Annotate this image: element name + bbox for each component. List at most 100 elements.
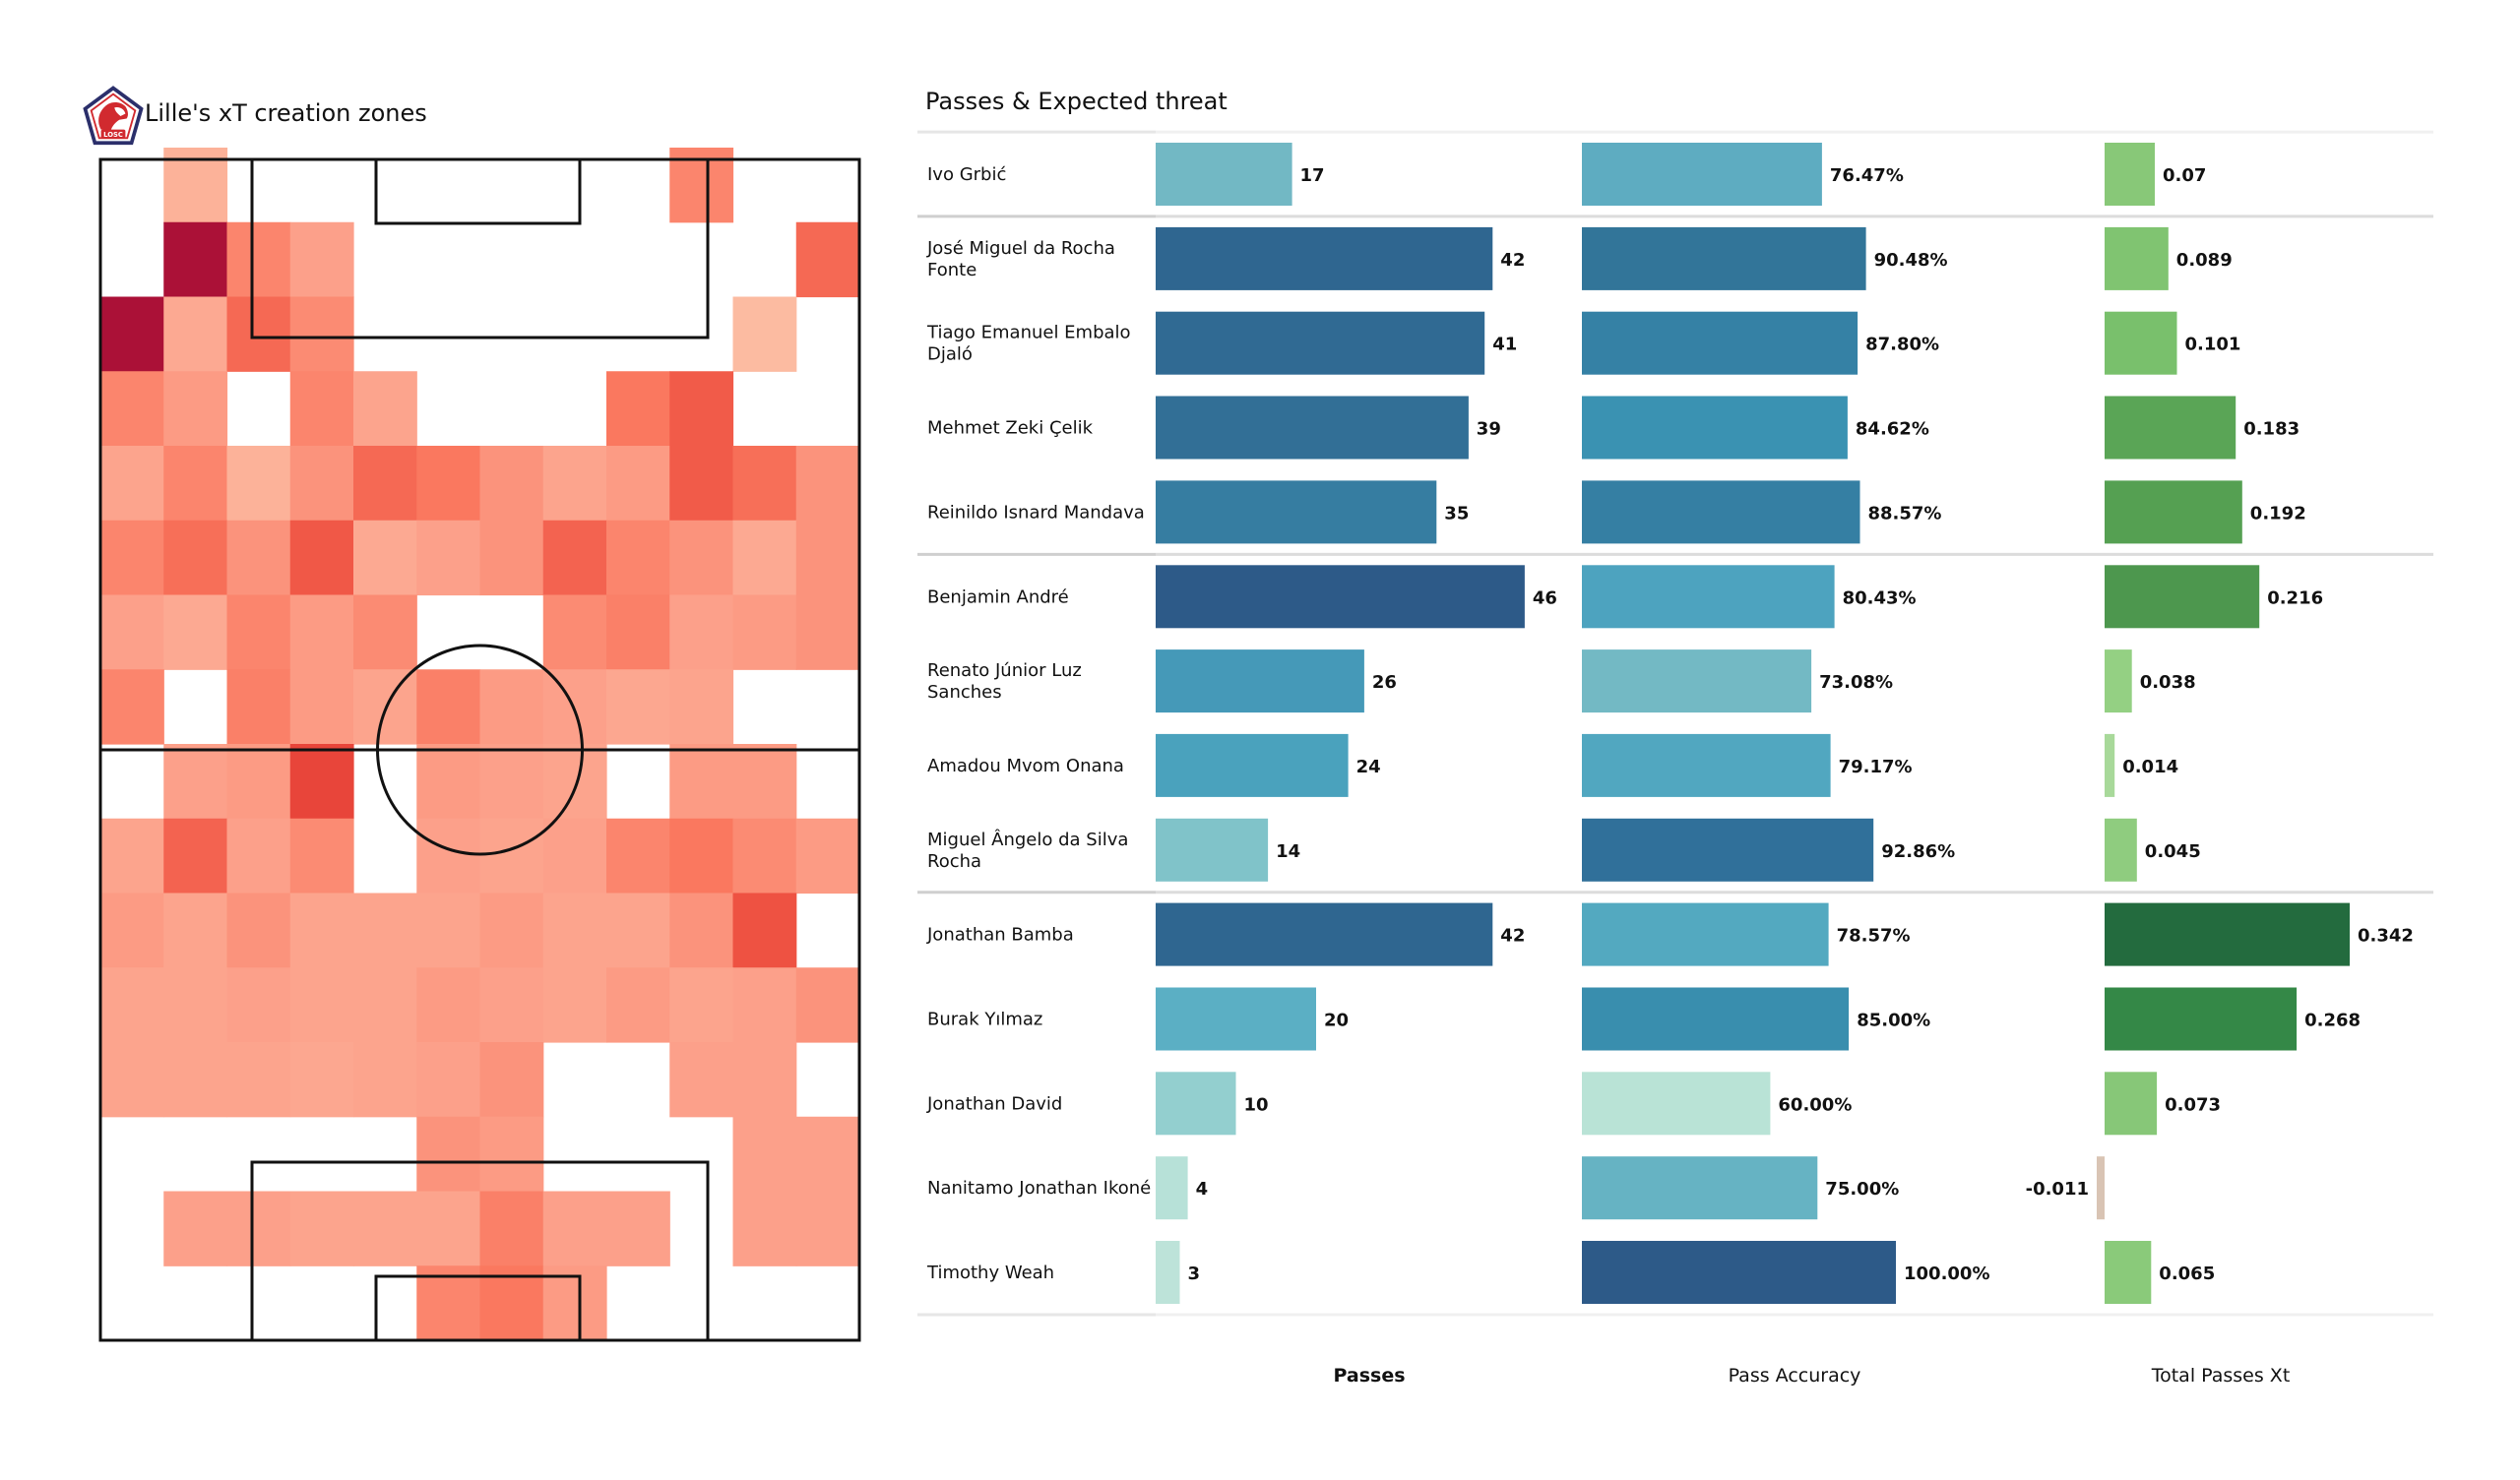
heatmap-cell-r14-c7 (542, 1191, 607, 1266)
heatmap-cell-r5-c0 (100, 520, 164, 596)
heatmap-cell-r14-c10 (732, 1191, 797, 1266)
heatmap-cell-r8-c7 (542, 744, 607, 820)
label-passes: 35 (1444, 503, 1469, 524)
player-names: Ivo Grbić José Miguel da Rocha Fonte Tiago … (926, 164, 1151, 1283)
heatmap-cell-r5-c9 (669, 520, 734, 596)
heatmap-cell-r7-c2 (226, 669, 291, 745)
label-xt: 0.045 (2145, 841, 2201, 862)
bar-accuracy (1582, 733, 1831, 797)
heatmap-cell-r11-c11 (795, 967, 860, 1043)
bar-accuracy (1582, 311, 1858, 375)
label-accuracy: 90.48% (1874, 250, 1948, 271)
series-total-passes-xt: 0.07 0.089 0.101 0.183 0.192 0.216 0.038 0.014 0… (2026, 143, 2414, 1304)
label-accuracy: 80.43% (1843, 587, 1917, 608)
label-xt: 0.014 (2122, 757, 2178, 777)
heatmap-cell-r10-c6 (479, 893, 544, 968)
heatmap-cell-r1-c3 (289, 221, 354, 298)
label-passes: 24 (1356, 757, 1381, 777)
label-accuracy: 60.00% (1778, 1094, 1852, 1115)
bar-xt (2105, 565, 2260, 629)
label-passes: 46 (1533, 587, 1557, 608)
bar-xt (2105, 649, 2132, 713)
heatmap-cell-r9-c11 (795, 818, 860, 894)
label-accuracy: 87.80% (1865, 335, 1939, 355)
heatmap-cell-r12-c4 (353, 1042, 417, 1118)
bar-passes (1156, 143, 1292, 206)
heatmap-cell-r7-c9 (669, 669, 734, 745)
bar-accuracy (1582, 143, 1822, 206)
heatmap-cell-r6-c8 (606, 594, 670, 670)
heatmap-cell-r5-c8 (606, 520, 670, 596)
label-xt: 0.065 (2159, 1264, 2215, 1284)
label-accuracy: 73.08% (1819, 672, 1893, 693)
heatmap-cell-r4-c0 (100, 446, 164, 522)
heatmap-cell-r10-c9 (669, 893, 734, 968)
player-name: Mehmet Zeki Çelik (927, 418, 1094, 439)
heatmap-cell-r9-c5 (416, 818, 481, 894)
heatmap-cell-r9-c9 (669, 818, 734, 894)
heatmap-cell-r9-c3 (289, 818, 354, 894)
label-passes: 41 (1492, 335, 1517, 355)
heatmap-cell-r14-c4 (353, 1191, 417, 1266)
bar-passes (1156, 733, 1349, 797)
bar-xt (2105, 902, 2350, 966)
bar-accuracy (1582, 396, 1848, 460)
crest-text: LOSC (103, 131, 123, 139)
player-name: Jonathan Bamba (926, 925, 1074, 946)
heatmap-cell-r10-c10 (732, 893, 797, 968)
heatmap-cell-r3-c9 (669, 371, 734, 447)
label-accuracy: 75.00% (1825, 1179, 1899, 1200)
heatmap-cell-r9-c2 (226, 818, 291, 894)
player-name: Amadou Mvom Onana (927, 756, 1124, 776)
heatmap-cell-r6-c1 (163, 594, 228, 670)
heatmap-cell-r4-c9 (669, 446, 734, 522)
heatmap-cell-r15-c6 (479, 1265, 544, 1341)
heatmap-cell-r6-c10 (732, 594, 797, 670)
bar-passes (1156, 226, 1493, 290)
heatmap-cell-r6-c7 (542, 594, 607, 670)
bar-accuracy (1582, 1072, 1771, 1136)
heatmap-cell-r7-c5 (416, 669, 481, 745)
heatmap-cell-r6-c9 (669, 594, 734, 670)
heatmap-cell-r10-c3 (289, 893, 354, 968)
heatmap-cell-r1-c2 (226, 221, 291, 298)
heatmap-cell-r10-c0 (100, 893, 164, 968)
crest-banner (100, 129, 126, 139)
row-separators (917, 130, 2433, 1317)
heatmap-cell-r3-c1 (163, 371, 228, 447)
bar-passes (1156, 565, 1525, 629)
player-name: Timothy Weah (926, 1263, 1054, 1283)
pitch-markings (98, 157, 861, 1342)
xlabel-passes: Passes (1333, 1365, 1405, 1387)
heatmap-cell-r14-c3 (289, 1191, 354, 1266)
bar-xt (2105, 143, 2155, 206)
bar-passes (1156, 1156, 1188, 1220)
heatmap-cell-r14-c2 (226, 1191, 291, 1266)
heatmap-cell-r4-c8 (606, 446, 670, 522)
label-passes: 20 (1324, 1011, 1349, 1031)
heatmap-cell-r8-c6 (479, 744, 544, 820)
heatmap-cell-r5-c1 (163, 520, 228, 596)
heatmap-cell-r15-c5 (416, 1265, 481, 1341)
player-name: Burak Yılmaz (927, 1010, 1042, 1030)
player-name: Reinildo Isnard Mandava (927, 502, 1145, 523)
label-passes: 17 (1300, 165, 1325, 186)
heatmap-cell-r6-c3 (289, 594, 354, 670)
label-xt: 0.038 (2140, 672, 2196, 693)
label-passes: 10 (1244, 1094, 1269, 1115)
heatmap-cell-r10-c5 (416, 893, 481, 968)
series-pass-accuracy: 76.47% 90.48% 87.80% 84.62% 88.57% 80.43% 73.0… (1582, 143, 1990, 1304)
label-passes: 4 (1196, 1179, 1209, 1200)
heatmap-cell-r11-c10 (732, 967, 797, 1043)
label-accuracy: 92.86% (1881, 841, 1955, 862)
label-passes: 14 (1276, 841, 1300, 862)
xlabel-pass-accuracy: Pass Accuracy (1729, 1365, 1861, 1387)
bar-accuracy (1582, 818, 1874, 882)
heatmap-cell-r7-c0 (100, 669, 164, 745)
heatmap-cells (100, 148, 860, 1341)
player-name: Nanitamo Jonathan Ikoné (927, 1178, 1151, 1199)
heatmap-cell-r4-c10 (732, 446, 797, 522)
bar-xt (2105, 733, 2115, 797)
heatmap-cell-r8-c10 (732, 744, 797, 820)
